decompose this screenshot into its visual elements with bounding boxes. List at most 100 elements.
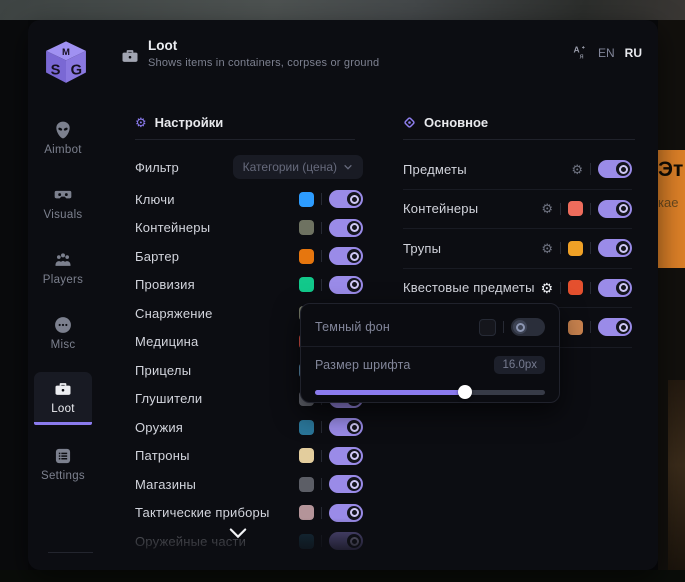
toggle[interactable]: [598, 239, 632, 258]
sidebar-item-aimbot[interactable]: Aimbot: [34, 112, 92, 164]
toggle[interactable]: [598, 199, 632, 218]
color-swatch[interactable]: [568, 201, 583, 217]
sidebar-item-settings[interactable]: Settings: [34, 438, 92, 490]
toggle[interactable]: [598, 160, 632, 179]
divider: [560, 242, 561, 255]
color-swatch[interactable]: [299, 191, 314, 207]
game-notification-text: Эт: [658, 158, 684, 181]
gear-icon[interactable]: ⚙: [541, 240, 553, 256]
option-controls: ⚙: [540, 278, 632, 297]
option-controls: ⚙: [571, 160, 632, 179]
font-size-slider[interactable]: [315, 385, 545, 399]
color-swatch[interactable]: [568, 280, 583, 296]
toggle[interactable]: [329, 190, 363, 209]
svg-text:G: G: [71, 62, 82, 78]
toggle[interactable]: [329, 218, 363, 237]
divider: [321, 506, 322, 519]
sidebar-item-loot[interactable]: Loot: [34, 372, 92, 425]
toggle-knob: [616, 241, 630, 256]
sidebar-item-players[interactable]: Players: [34, 242, 92, 294]
lang-ru-button[interactable]: RU: [624, 45, 642, 60]
language-switcher: A я EN RU: [571, 44, 642, 61]
svg-text:S: S: [51, 62, 61, 78]
category-row: Ключи: [135, 185, 363, 214]
item-settings-popup: Темный фон Размер шрифта 16.0px: [300, 303, 560, 403]
category-row: Бартер: [135, 242, 363, 271]
gear-icon[interactable]: ⚙: [571, 161, 583, 177]
dark-bg-toggle[interactable]: [511, 318, 545, 336]
scroll-down-chevron-icon[interactable]: [227, 525, 249, 543]
divider: [590, 281, 591, 294]
divider: [321, 221, 322, 234]
category-label: Провизия: [135, 277, 195, 293]
color-swatch[interactable]: [568, 240, 583, 256]
font-size-row: Размер шрифта 16.0px: [315, 352, 545, 378]
category-controls: [299, 503, 363, 522]
category-controls: [299, 247, 363, 266]
color-swatch[interactable]: [299, 476, 314, 492]
divider: [321, 421, 322, 434]
gear-icon[interactable]: ⚙: [540, 279, 553, 296]
category-label: Снаряжение: [135, 305, 213, 321]
game-background-sky: [0, 0, 685, 20]
dark-bg-color-swatch[interactable]: [479, 318, 496, 336]
toggle[interactable]: [329, 503, 363, 522]
category-label: Глушители: [135, 391, 203, 407]
toggle[interactable]: [329, 446, 363, 465]
diamond-icon: [404, 117, 415, 128]
option-controls: ⚙: [541, 199, 632, 218]
left-section-divider: [135, 139, 355, 140]
color-swatch[interactable]: [299, 248, 314, 264]
divider: [321, 535, 322, 548]
category-row: Контейнеры: [135, 214, 363, 243]
gear-icon[interactable]: ⚙: [541, 201, 553, 217]
sidebar-item-label: Loot: [51, 403, 75, 415]
color-swatch[interactable]: [299, 419, 314, 435]
sidebar-nav: Aimbot Visuals Players Misc Loot Settings: [28, 112, 98, 503]
category-controls: [299, 218, 363, 237]
cheat-menu-panel: S G M Aimbot Visuals Players Misc Loot Settin…: [28, 20, 658, 570]
popup-divider: [301, 346, 559, 347]
slider-knob[interactable]: [457, 385, 472, 399]
list-icon: [53, 446, 73, 466]
toggle[interactable]: [598, 278, 632, 297]
color-swatch[interactable]: [568, 319, 583, 335]
app-logo-icon: S G M: [46, 41, 86, 83]
sidebar-item-label: Players: [42, 274, 84, 286]
sidebar-item-misc[interactable]: Misc: [34, 307, 92, 359]
category-label: Патроны: [135, 448, 190, 464]
divider: [590, 202, 591, 215]
toggle-knob: [347, 448, 361, 463]
toggle[interactable]: [598, 318, 632, 337]
divider: [590, 321, 591, 334]
sidebar-item-visuals[interactable]: Visuals: [34, 177, 92, 229]
toggle[interactable]: [329, 418, 363, 437]
page-subtitle: Shows items in containers, corpses or gr…: [148, 57, 380, 69]
category-row: Провизия: [135, 271, 363, 300]
color-swatch[interactable]: [299, 533, 314, 549]
filter-label: Фильтр: [135, 159, 179, 175]
color-swatch[interactable]: [299, 505, 314, 521]
toggle-knob: [347, 477, 361, 492]
filter-dropdown[interactable]: Категории (цена): [232, 155, 363, 179]
right-section-title: Основное: [424, 115, 489, 130]
toggle[interactable]: [329, 532, 363, 551]
toggle[interactable]: [329, 247, 363, 266]
sidebar-item-label: Aimbot: [44, 144, 82, 156]
option-label: Трупы: [403, 240, 442, 256]
dark-bg-row: Темный фон: [315, 314, 545, 340]
right-section-divider: [403, 139, 635, 140]
category-controls: [299, 532, 363, 551]
toggle[interactable]: [329, 475, 363, 494]
color-swatch[interactable]: [299, 448, 314, 464]
lang-en-button[interactable]: EN: [597, 45, 615, 60]
divider: [503, 321, 504, 333]
option-controls: [568, 318, 632, 337]
left-section-title: Настройки: [154, 115, 224, 130]
toggle[interactable]: [329, 275, 363, 294]
color-swatch[interactable]: [299, 277, 314, 293]
color-swatch[interactable]: [299, 220, 314, 236]
sidebar-item-label: Misc: [50, 339, 76, 351]
toggle-knob: [347, 192, 361, 207]
game-notification-subtext: кае: [658, 195, 679, 211]
